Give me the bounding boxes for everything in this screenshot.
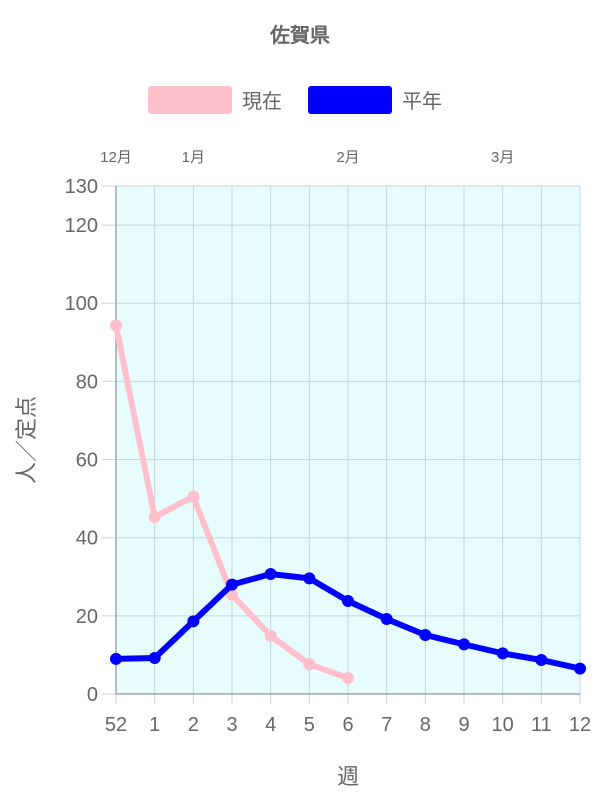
data-point-0 [187,490,200,503]
data-point-1 [458,638,470,651]
x-tick-label: 5 [304,714,315,736]
data-point-1 [342,594,354,607]
y-tick-label: 0 [87,684,98,706]
x-tick-label: 3 [226,714,237,736]
data-point-0 [342,671,354,684]
y-tick-label: 120 [65,215,98,237]
legend-swatch-1 [308,86,392,114]
data-point-1 [496,647,509,660]
y-tick-label: 130 [65,176,98,198]
x-tick-label: 7 [381,714,392,736]
month-label: 3月 [491,149,514,166]
y-tick-label: 40 [76,528,98,550]
x-tick-label: 4 [265,714,276,736]
legend-label-0: 現在 [242,90,282,113]
data-point-0 [226,588,238,601]
x-tick-label: 10 [492,714,514,736]
x-tick-label: 6 [342,714,353,736]
data-point-1 [148,652,161,665]
x-tick-label: 12 [569,714,591,736]
y-tick-label: 20 [76,606,98,628]
y-tick-label: 60 [76,450,98,472]
data-point-1 [187,615,200,628]
y-tick-label: 100 [65,293,98,315]
x-tick-label: 1 [149,714,160,736]
x-tick-label: 52 [105,714,127,736]
data-point-0 [148,510,161,523]
x-tick-label: 11 [531,714,552,736]
data-point-1 [574,662,586,675]
data-point-0 [110,319,122,332]
data-point-1 [535,654,548,667]
x-tick-label: 2 [188,714,199,736]
x-tick-label: 8 [420,714,431,736]
chart-title: 佐賀県 [269,23,330,47]
month-label: 12月 [100,149,132,166]
data-point-1 [303,572,316,585]
data-point-1 [264,568,277,581]
y-axis-title: 人／定点 [14,396,39,484]
legend-label-1: 平年 [402,90,442,113]
data-point-1 [110,652,122,665]
data-point-0 [264,629,277,642]
legend-swatch-0 [148,86,232,114]
x-axis-title: 週 [337,764,359,789]
data-point-1 [226,578,238,591]
x-tick-label: 9 [458,714,469,736]
y-tick-label: 80 [76,371,98,393]
month-label: 2月 [336,149,359,166]
month-label: 1月 [182,149,205,166]
data-point-0 [303,658,316,671]
data-point-1 [419,628,432,641]
data-point-1 [380,612,393,625]
